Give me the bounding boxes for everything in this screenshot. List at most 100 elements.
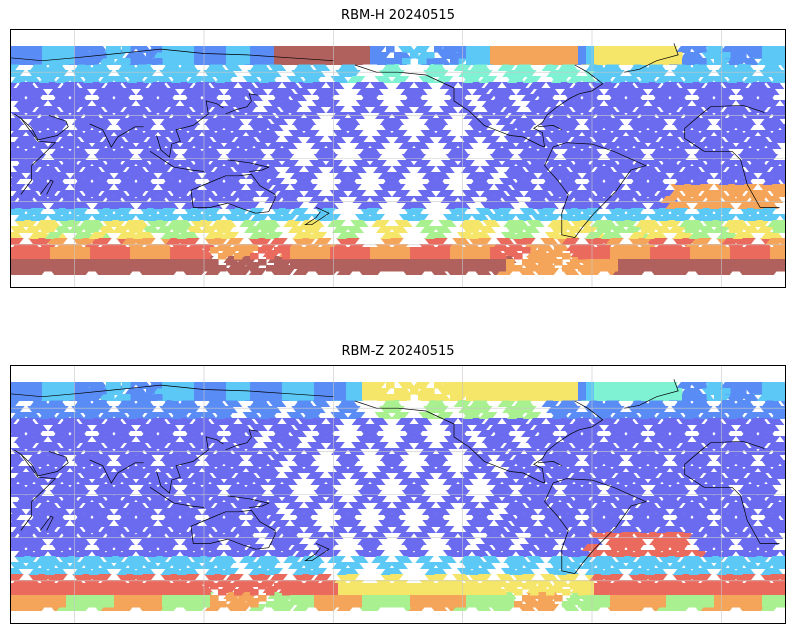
swath-cell	[192, 196, 211, 203]
swath-cell	[102, 214, 121, 221]
swath-cell	[426, 178, 445, 185]
swath-cell	[614, 214, 633, 221]
swath-cell	[690, 265, 699, 272]
swath-cell	[122, 70, 141, 77]
swath-cell	[683, 226, 703, 233]
swath-cell	[13, 136, 33, 143]
swath-cell	[525, 100, 545, 107]
swath-cell	[340, 124, 359, 131]
swath-cell	[414, 442, 433, 449]
swath-cell	[74, 58, 83, 65]
swath-cell	[266, 46, 275, 53]
swath-cell	[759, 118, 779, 125]
swath-cell	[293, 400, 312, 407]
swath-cell	[411, 142, 430, 149]
swath-cell	[602, 58, 611, 65]
swath-cell	[509, 472, 529, 479]
swath-cell	[754, 265, 763, 272]
swath-cell	[55, 490, 75, 497]
swath-cell	[456, 532, 476, 539]
swath-cell	[699, 490, 719, 497]
swath-cell	[704, 160, 723, 167]
swath-cell	[148, 496, 167, 503]
swath-cell	[97, 544, 117, 551]
swath-cell	[30, 178, 49, 185]
swath-cell	[591, 184, 610, 191]
swath-cell	[210, 58, 219, 65]
swath-cell	[412, 532, 432, 539]
swath-cell	[698, 253, 707, 260]
swath-cell	[347, 526, 367, 533]
swath-cell	[678, 106, 697, 113]
swath-cell	[530, 52, 539, 59]
swath-cell	[130, 265, 139, 272]
swath-cell	[625, 508, 645, 515]
swath-cell	[116, 232, 136, 239]
coastline-path	[39, 179, 54, 195]
swath-cell	[177, 160, 196, 167]
swath-cell	[467, 418, 487, 425]
swath-cell	[554, 259, 563, 266]
swath-cell	[351, 82, 371, 89]
swath-cell	[722, 253, 731, 260]
swath-cell	[68, 130, 87, 137]
swath-cell	[49, 202, 68, 209]
swath-cell	[137, 202, 156, 209]
swath-cell	[594, 247, 603, 254]
swath-cell	[720, 460, 739, 467]
swath-cell	[602, 259, 611, 266]
swath-cell	[169, 166, 188, 173]
swath-cell	[90, 259, 99, 266]
swath-cell	[330, 52, 339, 59]
swath-cell	[136, 88, 155, 95]
swath-cell	[549, 502, 568, 509]
swath-cell	[55, 526, 75, 533]
swath-cell	[618, 259, 627, 266]
swath-cell	[274, 259, 283, 266]
swath-cell	[148, 160, 167, 167]
swath-cell	[769, 466, 786, 473]
swath-cell	[732, 496, 752, 503]
swath-cell	[252, 160, 271, 167]
swath-cell	[500, 496, 519, 503]
swath-cell	[266, 52, 275, 59]
swath-cell	[322, 52, 331, 59]
swath-cell	[41, 508, 61, 515]
swath-cell	[237, 82, 257, 89]
swath-cell	[706, 442, 725, 449]
swath-cell	[24, 94, 44, 101]
swath-cell	[65, 502, 84, 509]
swath-cell	[706, 247, 715, 254]
swath-cell	[456, 496, 475, 503]
swath-cell	[600, 496, 620, 503]
swath-cell	[672, 568, 692, 575]
swath-cell	[708, 424, 727, 431]
swath-cell	[263, 442, 282, 449]
swath-cell	[111, 226, 131, 233]
swath-cell	[298, 406, 317, 413]
swath-cell	[62, 442, 81, 449]
swath-cell	[513, 400, 532, 407]
swath-cell	[723, 220, 742, 227]
swath-cell	[24, 130, 43, 137]
swath-cell	[654, 76, 674, 83]
swath-cell	[377, 508, 397, 515]
swath-cell	[167, 184, 186, 191]
swath-cell	[666, 58, 675, 65]
swath-cell	[10, 430, 28, 437]
swath-cell	[440, 496, 460, 503]
swath-cell	[114, 253, 123, 260]
swath-cell	[685, 472, 705, 479]
swath-cell	[82, 253, 91, 260]
swath-cell	[690, 247, 699, 254]
swath-cell	[479, 526, 499, 533]
swath-cell	[530, 58, 539, 65]
swath-cell	[564, 430, 584, 437]
swath-cell	[539, 490, 559, 497]
swath-cell	[451, 490, 471, 497]
swath-cell	[463, 562, 483, 569]
swath-cell	[393, 472, 413, 479]
swath-cell	[93, 238, 112, 245]
swath-cell	[498, 52, 507, 59]
swath-cell	[117, 64, 136, 71]
